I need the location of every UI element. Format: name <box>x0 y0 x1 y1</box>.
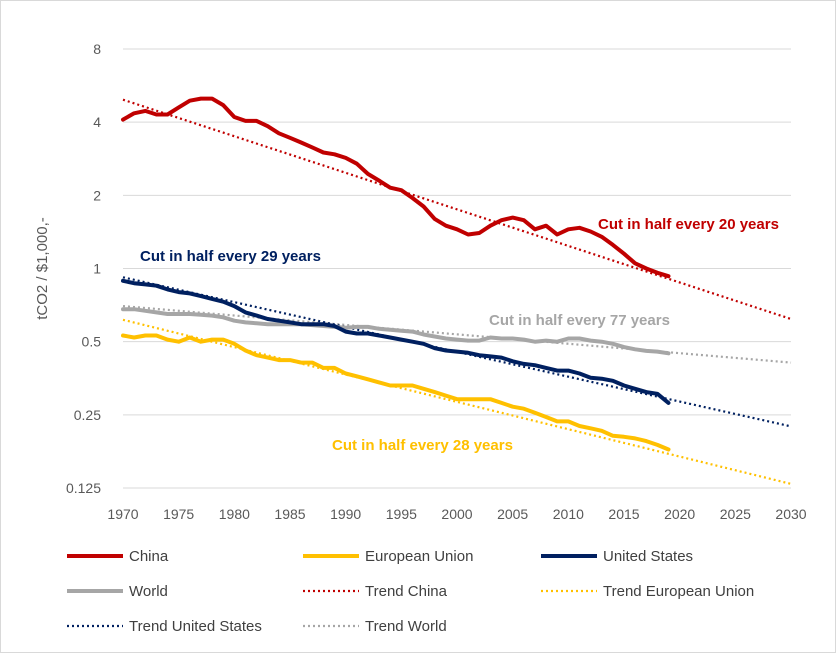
legend-label-china: China <box>129 548 169 565</box>
series-trend-european-union <box>122 318 792 485</box>
x-tick-label: 1980 <box>219 506 250 522</box>
annotation-cut-in-half-every-20-years-0: Cut in half every 20 years <box>598 216 779 233</box>
x-tick-label: 1995 <box>386 506 417 522</box>
y-tick-label: 1 <box>93 261 101 277</box>
series-trend-united-states <box>122 276 792 428</box>
series-world <box>121 307 671 356</box>
legend: China European Union United States World Tre… <box>67 548 754 635</box>
y-tick-label: 0.25 <box>74 407 101 423</box>
y-tick-label: 2 <box>93 187 101 203</box>
series-lines <box>121 96 792 485</box>
x-tick-label: 2015 <box>608 506 639 522</box>
annotation-cut-in-half-every-28-years-3: Cut in half every 28 years <box>332 437 513 454</box>
legend-label-trend-united-states: Trend United States <box>129 618 262 635</box>
series-trend-china <box>122 98 792 321</box>
x-tick-label: 2005 <box>497 506 528 522</box>
x-tick-label: 2030 <box>775 506 806 522</box>
x-tick-label: 1970 <box>107 506 138 522</box>
x-tick-label: 2000 <box>441 506 472 522</box>
y-tick-label: 8 <box>93 41 101 57</box>
annotations: Cut in half every 20 years Cut in half ev… <box>140 216 779 454</box>
x-tick-label: 2025 <box>720 506 751 522</box>
x-tick-label: 1990 <box>330 506 361 522</box>
x-tick-label: 2010 <box>553 506 584 522</box>
y-tick-label: 4 <box>93 114 101 130</box>
y-axis-ticks: 8 4 2 1 0.5 0.25 0.125 <box>66 41 101 496</box>
y-axis-label: tCO2 / $1,000,- <box>34 217 51 320</box>
annotation-cut-in-half-every-77-years-2: Cut in half every 77 years <box>489 312 670 329</box>
gridlines <box>123 48 791 416</box>
annotation-cut-in-half-every-29-years-1: Cut in half every 29 years <box>140 248 321 265</box>
series-european-union <box>121 333 671 452</box>
y-tick-label: 0.5 <box>82 334 102 350</box>
legend-label-trend-world: Trend World <box>365 618 447 635</box>
legend-label-european-union: European Union <box>365 548 473 565</box>
legend-label-trend-european-union: Trend European Union <box>603 583 754 600</box>
x-tick-label: 1985 <box>274 506 305 522</box>
x-axis-ticks: 1970 1975 1980 1985 1990 1995 2000 2005 2010 2015… <box>107 506 806 522</box>
series-china <box>121 96 671 279</box>
series-united-states <box>121 278 671 405</box>
legend-label-united-states: United States <box>603 548 693 565</box>
series-trend-world <box>122 305 792 364</box>
legend-label-trend-china: Trend China <box>365 583 448 600</box>
x-tick-label: 2020 <box>664 506 695 522</box>
y-tick-label: 0.125 <box>66 480 101 496</box>
x-tick-label: 1975 <box>163 506 194 522</box>
legend-label-world: World <box>129 583 168 600</box>
